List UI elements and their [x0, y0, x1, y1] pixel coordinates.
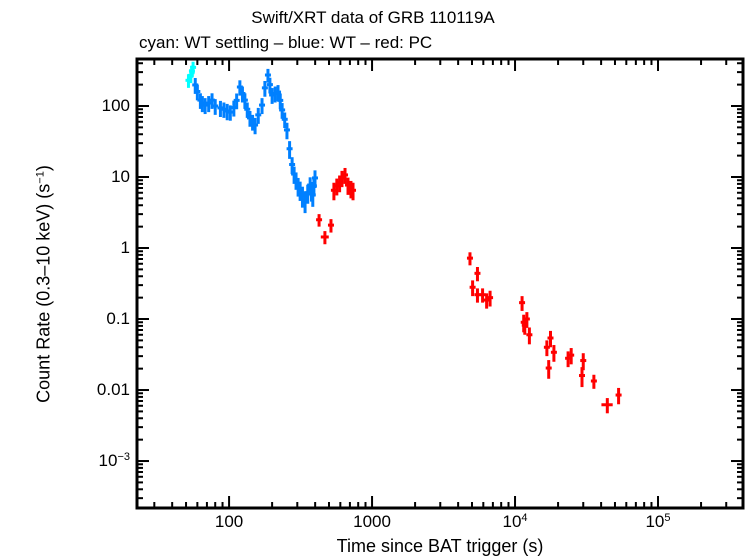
x-tick-label: 1000 — [353, 512, 391, 532]
tick-base: 1 — [120, 238, 130, 257]
data-point — [327, 219, 334, 233]
data-point — [320, 231, 329, 245]
series-wt — [192, 68, 319, 214]
data-point — [526, 327, 533, 345]
tick-base: 10 — [645, 512, 665, 531]
data-point — [519, 296, 526, 311]
data-point — [264, 68, 271, 83]
data-point — [212, 99, 219, 115]
x-tick-label: 105 — [645, 512, 670, 532]
chart-title: Swift/XRT data of GRB 110119A — [251, 8, 495, 27]
data-point — [266, 77, 273, 94]
y-tick-label: 100 — [102, 96, 130, 116]
tick-base: 0.01 — [96, 380, 130, 400]
data-point — [487, 290, 494, 307]
tick-base: 10 — [111, 166, 130, 186]
data-point — [233, 93, 240, 110]
data-point — [543, 340, 550, 357]
data-point — [244, 102, 251, 118]
data-point — [312, 170, 319, 188]
y-tick-label: 0.01 — [97, 380, 130, 400]
data-point — [601, 398, 613, 414]
data-point — [281, 112, 288, 128]
data-point — [194, 84, 201, 101]
data-point — [261, 80, 268, 97]
y-tick-label: 10 — [111, 167, 130, 187]
data-point — [350, 182, 357, 201]
data-point — [615, 387, 622, 405]
data-point — [255, 107, 262, 124]
series-wt-settling — [185, 61, 197, 88]
tick-base: 0.1 — [106, 309, 130, 328]
data-point — [469, 280, 476, 297]
series-pc — [316, 167, 622, 414]
data-point — [316, 214, 323, 227]
x-axis-label: Time since BAT trigger (s) — [336, 536, 544, 556]
data-point — [241, 93, 248, 109]
data-point — [275, 85, 282, 102]
tick-base: 1000 — [353, 512, 391, 531]
data-point — [545, 360, 552, 379]
data-point — [286, 141, 293, 159]
tick-exp: 4 — [521, 512, 528, 524]
data-point — [227, 105, 234, 121]
data-point — [580, 353, 587, 371]
data-point — [190, 61, 197, 75]
data-point — [277, 93, 284, 110]
data-point — [259, 98, 266, 115]
data-point — [283, 122, 290, 140]
data-point — [474, 267, 481, 282]
data-point — [252, 117, 259, 135]
data-point — [202, 98, 209, 115]
data-point — [466, 252, 473, 266]
tick-exp: −3 — [117, 451, 130, 464]
y-tick-label: 10−3 — [99, 451, 130, 471]
x-tick-label: 100 — [215, 512, 243, 532]
tick-base: 100 — [214, 512, 244, 531]
data-point — [289, 157, 296, 175]
tick-base: 100 — [101, 95, 130, 115]
data-point — [568, 348, 575, 365]
y-tick-label: 0.1 — [106, 309, 130, 329]
data-point — [547, 330, 554, 348]
tick-base: 10 — [502, 512, 522, 531]
chart-subtitle: cyan: WT settling – blue: WT – red: PC — [139, 33, 433, 52]
data-point — [550, 345, 557, 362]
data-point — [523, 312, 530, 328]
data-point — [279, 103, 286, 119]
tick-exp: 5 — [664, 512, 671, 524]
x-tick-label: 104 — [503, 512, 528, 532]
data-point — [342, 167, 349, 184]
data-point — [590, 374, 597, 389]
data-point — [578, 367, 585, 388]
plot-frame — [135, 57, 745, 510]
data-point — [474, 288, 481, 303]
y-tick-label: 1 — [121, 238, 130, 258]
tick-base: 10 — [98, 451, 118, 471]
data-point — [479, 288, 486, 303]
